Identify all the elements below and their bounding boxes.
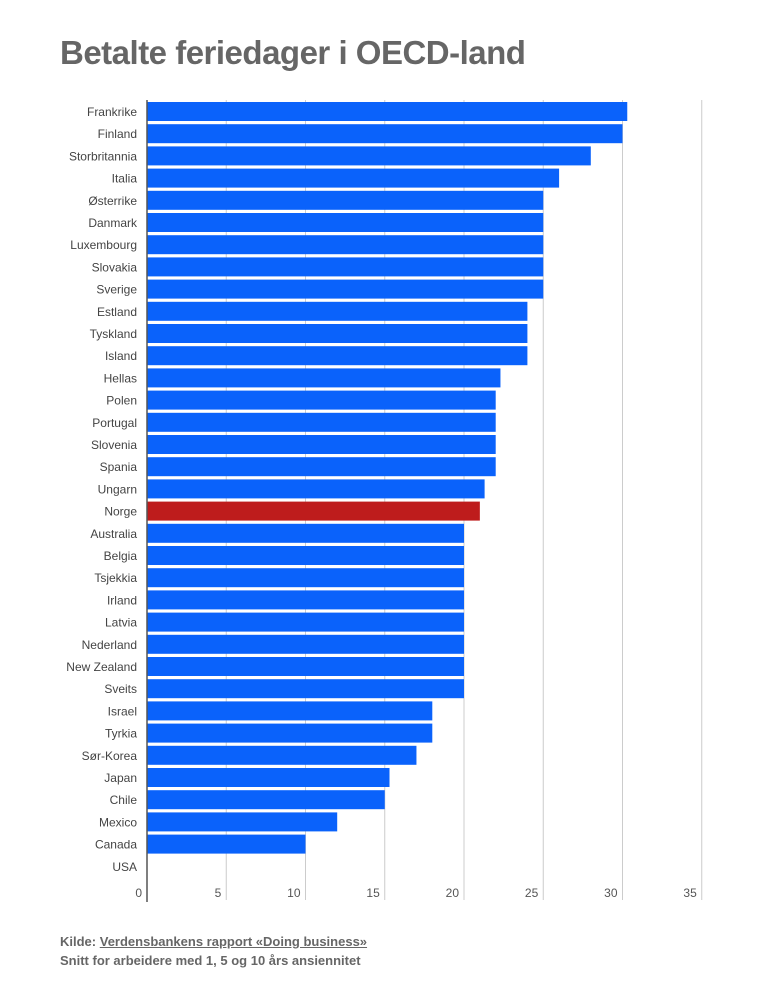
bar <box>147 679 464 699</box>
category-label: Island <box>105 349 137 363</box>
category-label: Tyrkia <box>105 727 137 741</box>
bar <box>147 634 464 654</box>
category-label: Østerrike <box>88 194 137 208</box>
category-label: Tyskland <box>90 327 137 341</box>
x-tick-label: 0 <box>135 886 142 900</box>
category-label: Irland <box>107 593 137 607</box>
bar <box>147 168 560 188</box>
bar <box>147 657 464 676</box>
bar <box>147 346 528 366</box>
bar <box>147 834 306 854</box>
bar <box>147 701 433 721</box>
bar <box>147 568 464 588</box>
category-label: Portugal <box>92 416 137 430</box>
bar <box>147 301 528 321</box>
x-tick-label: 25 <box>525 886 539 900</box>
x-tick-label: 15 <box>366 886 380 900</box>
bar <box>147 768 390 787</box>
chart-title: Betalte feriedager i OECD-land <box>60 34 526 71</box>
x-tick-label: 30 <box>604 886 618 900</box>
category-label: Luxembourg <box>70 238 137 252</box>
x-tick-label: 20 <box>446 886 460 900</box>
category-label: Estland <box>97 305 137 319</box>
category-label: Slovakia <box>92 260 138 274</box>
source-link[interactable]: Verdensbankens rapport «Doing business» <box>99 934 368 949</box>
x-tick-label: 10 <box>287 886 301 900</box>
bar <box>147 146 591 166</box>
category-label: Hellas <box>104 371 137 385</box>
bar <box>147 324 528 343</box>
chart-footer: Kilde: Verdensbankens rapport «Doing bus… <box>60 932 367 970</box>
category-label: Sverige <box>96 283 137 297</box>
category-label: Slovenia <box>91 438 137 452</box>
x-tick-label: 5 <box>215 886 222 900</box>
bar <box>147 435 496 454</box>
bar <box>147 213 544 232</box>
category-label: Canada <box>95 838 137 852</box>
bar <box>147 368 501 388</box>
bar <box>147 390 496 410</box>
category-label: Israel <box>108 704 137 718</box>
bar <box>147 612 464 632</box>
category-label: Spania <box>100 460 138 474</box>
bar <box>147 235 544 255</box>
category-label: Tsjekkia <box>94 571 137 585</box>
x-tick-label: 35 <box>683 886 697 900</box>
bar <box>147 790 385 810</box>
category-label: Latvia <box>105 616 137 630</box>
category-label: Finland <box>98 127 137 141</box>
bar <box>147 457 496 477</box>
category-label: USA <box>112 860 137 874</box>
bar <box>147 546 464 565</box>
bar <box>147 812 338 832</box>
category-label: New Zealand <box>66 660 137 674</box>
category-label: Sør-Korea <box>82 749 138 763</box>
category-label: Japan <box>104 771 137 785</box>
category-label: Danmark <box>88 216 138 230</box>
source-prefix: Kilde: <box>60 934 100 949</box>
bar <box>147 745 417 765</box>
category-label: Storbritannia <box>69 149 137 163</box>
bar <box>147 412 496 432</box>
bar <box>147 590 464 610</box>
category-label: Frankrike <box>87 105 137 119</box>
bar <box>147 279 544 299</box>
bar <box>147 124 623 144</box>
category-label: Sveits <box>104 682 137 696</box>
bar <box>147 723 433 743</box>
bar <box>147 479 485 499</box>
footer-note: Snitt for arbeidere med 1, 5 og 10 års a… <box>60 953 361 968</box>
category-label: Chile <box>110 793 138 807</box>
bar <box>147 257 544 277</box>
source-line: Kilde: Verdensbankens rapport «Doing bus… <box>60 932 367 951</box>
bar <box>147 501 480 521</box>
bar <box>147 523 464 543</box>
category-label: Polen <box>106 394 137 408</box>
category-label: Italia <box>112 172 138 186</box>
category-label: Ungarn <box>98 482 137 496</box>
bar <box>147 102 628 121</box>
category-label: Nederland <box>82 638 137 652</box>
category-label: Australia <box>90 527 137 541</box>
bar <box>147 190 544 210</box>
category-label: Mexico <box>99 815 137 829</box>
category-label: Norge <box>104 505 137 519</box>
category-label: Belgia <box>104 549 138 563</box>
